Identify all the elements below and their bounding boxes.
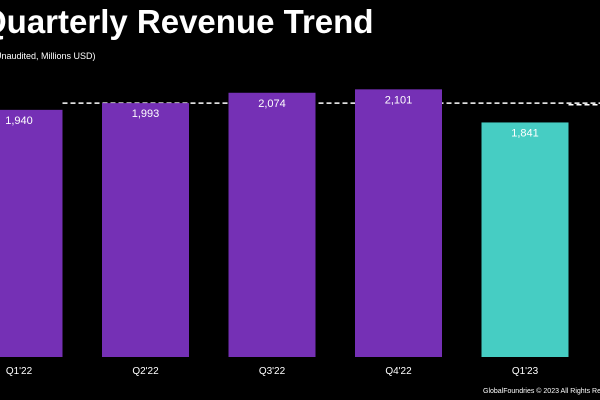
value-label: 1,993	[132, 108, 160, 120]
chart-subtitle: (Unaudited, Millions USD)	[0, 51, 96, 61]
x-axis-tick-labels: Q1'22 Q2'22 Q3'22 Q4'22 Q1'23	[6, 366, 539, 377]
copyright-footer: GlobalFoundries © 2023 All Rights Reserv…	[483, 388, 600, 395]
x-tick-label: Q4'22	[385, 366, 412, 377]
value-label: 1,841	[511, 127, 539, 139]
bar-q1-22	[0, 109, 63, 358]
bar-q3-22	[228, 92, 316, 357]
value-label: 1,940	[5, 115, 33, 127]
value-label: 2,101	[385, 94, 413, 106]
chart-title: Quarterly Revenue Trend	[0, 3, 374, 40]
value-label: 2,074	[258, 98, 286, 110]
x-tick-label: Q3'22	[259, 366, 286, 377]
bar-q2-22	[102, 103, 189, 357]
x-tick-label: Q1'23	[512, 366, 539, 377]
bar-q1-23	[481, 122, 569, 357]
bar-q4-22	[355, 89, 442, 357]
x-tick-label: Q1'22	[6, 366, 33, 377]
bars-layer	[0, 89, 569, 358]
x-tick-label: Q2'22	[132, 366, 159, 377]
value-labels-layer: 1,940 1,993 2,074 2,101 1,841	[5, 94, 539, 139]
